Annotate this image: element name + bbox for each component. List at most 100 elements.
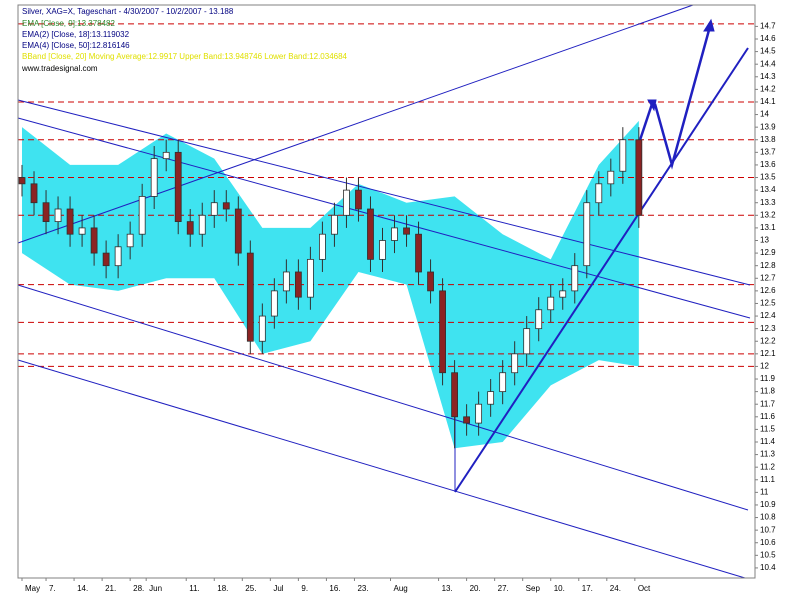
candle-body	[487, 391, 495, 405]
candle-body	[319, 233, 326, 260]
candle-body	[635, 139, 643, 216]
y-tick-label: 12.4	[760, 311, 776, 320]
x-tick-label: 28.	[133, 584, 144, 593]
y-tick-label: 14	[760, 110, 769, 119]
y-tick-label: 11.7	[760, 399, 776, 408]
x-tick-label: 16.	[329, 584, 340, 593]
x-tick-label: 13.	[442, 584, 453, 593]
y-tick-label: 14.4	[760, 59, 776, 68]
x-tick-label: Oct	[638, 584, 651, 593]
trend-line	[454, 47, 749, 493]
annotation: www.tradesignal.com	[21, 64, 98, 73]
y-tick-label: 14.2	[760, 84, 776, 93]
candle-body	[210, 202, 218, 216]
candle-body	[174, 151, 182, 223]
y-tick-label: 10.9	[760, 500, 776, 509]
y-tick-label: 12.1	[760, 349, 776, 358]
x-tick-label: 18.	[217, 584, 228, 593]
candle-body	[571, 265, 579, 292]
x-tick-label: Aug	[394, 584, 408, 593]
x-tick-label: May	[25, 584, 40, 593]
candle-body	[150, 158, 158, 197]
candle-body	[511, 353, 519, 374]
candle-body	[523, 328, 531, 355]
arrow	[638, 103, 654, 141]
candle-layer	[18, 127, 643, 449]
candle-body	[222, 202, 230, 210]
x-tick-label: 7.	[49, 584, 56, 593]
y-tick-label: 14.5	[760, 47, 776, 56]
x-tick-label: 17.	[582, 584, 593, 593]
x-tick-label: 11.	[189, 584, 200, 593]
candle-body	[162, 151, 170, 160]
candle-body	[379, 240, 386, 260]
x-tick-label: Jun	[149, 584, 162, 593]
candle-body	[415, 233, 422, 273]
arrow-head	[703, 18, 715, 32]
candle-body	[282, 271, 290, 292]
candle-body	[343, 189, 350, 216]
candle-body	[499, 372, 507, 393]
y-tick-label: 13.1	[760, 223, 776, 232]
x-tick-label: 23.	[357, 584, 368, 593]
candle-body	[138, 196, 146, 235]
candle-body	[439, 290, 446, 374]
y-tick-label: 12.5	[760, 299, 776, 308]
arrow	[653, 29, 711, 170]
y-tick-label: 13.2	[760, 210, 776, 219]
y-tick-label: 11.4	[760, 437, 776, 446]
annotation: EMA(4) [Close, 50]:12.816146	[22, 41, 130, 50]
legend: Silver, XAG=X, Tageschart - 4/30/2007 - …	[21, 7, 348, 73]
y-tick-label: 10.5	[760, 550, 776, 559]
y-tick-label: 11.9	[760, 374, 776, 383]
y-tick-label: 12.6	[760, 286, 776, 295]
x-tick-label: 10.	[554, 584, 565, 593]
plot-frame	[17, 4, 756, 579]
candle-body	[102, 252, 110, 267]
x-tick-label: 20.	[470, 584, 481, 593]
trend-line	[17, 4, 694, 244]
y-tick-label: 10.6	[760, 538, 776, 547]
candle-body	[18, 177, 26, 185]
y-tick-label: 13.4	[760, 185, 776, 194]
y-tick-label: 10.8	[760, 513, 776, 522]
candle-body	[391, 227, 398, 241]
y-tick-label: 12.8	[760, 261, 776, 270]
y-tick-label: 10.7	[760, 525, 776, 534]
axes: 10.4 10.5 10.6 10.7 10.8 10.9 11 11.1 11.2 11.3 11…	[21, 22, 776, 593]
candle-body	[367, 208, 374, 260]
candle-body	[114, 246, 122, 267]
candle-body	[270, 290, 278, 317]
candle-body	[78, 227, 86, 235]
candle-body	[30, 183, 38, 204]
x-tick-label: Jul	[273, 584, 283, 593]
trend-line	[17, 359, 746, 579]
candle-body	[126, 233, 134, 248]
candle-body	[607, 170, 615, 185]
y-tick-label: 13.6	[760, 160, 776, 169]
y-tick-label: 13.5	[760, 173, 776, 182]
y-tick-label: 13.9	[760, 122, 776, 131]
y-tick-label: 12.9	[760, 248, 776, 257]
y-tick-label: 12.3	[760, 324, 776, 333]
candle-body	[583, 202, 591, 267]
candle-body	[535, 309, 543, 330]
y-tick-label: 11.2	[760, 462, 776, 471]
annotation: EMA [Close, 9]:13.378482	[22, 19, 116, 28]
chart-title: Silver, XAG=X, Tageschart - 4/30/2007 - …	[22, 7, 234, 16]
candle-body	[475, 403, 483, 424]
x-tick-label: 9.	[301, 584, 308, 593]
y-tick-label: 11.3	[760, 450, 776, 459]
y-tick-label: 13	[760, 236, 769, 245]
y-tick-label: 13.8	[760, 135, 776, 144]
candle-body	[54, 208, 62, 223]
trend-line	[17, 99, 751, 286]
candle-body	[547, 296, 555, 311]
y-tick-label: 11.6	[760, 412, 776, 421]
candle-body	[186, 221, 194, 235]
y-tick-label: 11.1	[760, 475, 776, 484]
candle-body	[619, 139, 627, 172]
